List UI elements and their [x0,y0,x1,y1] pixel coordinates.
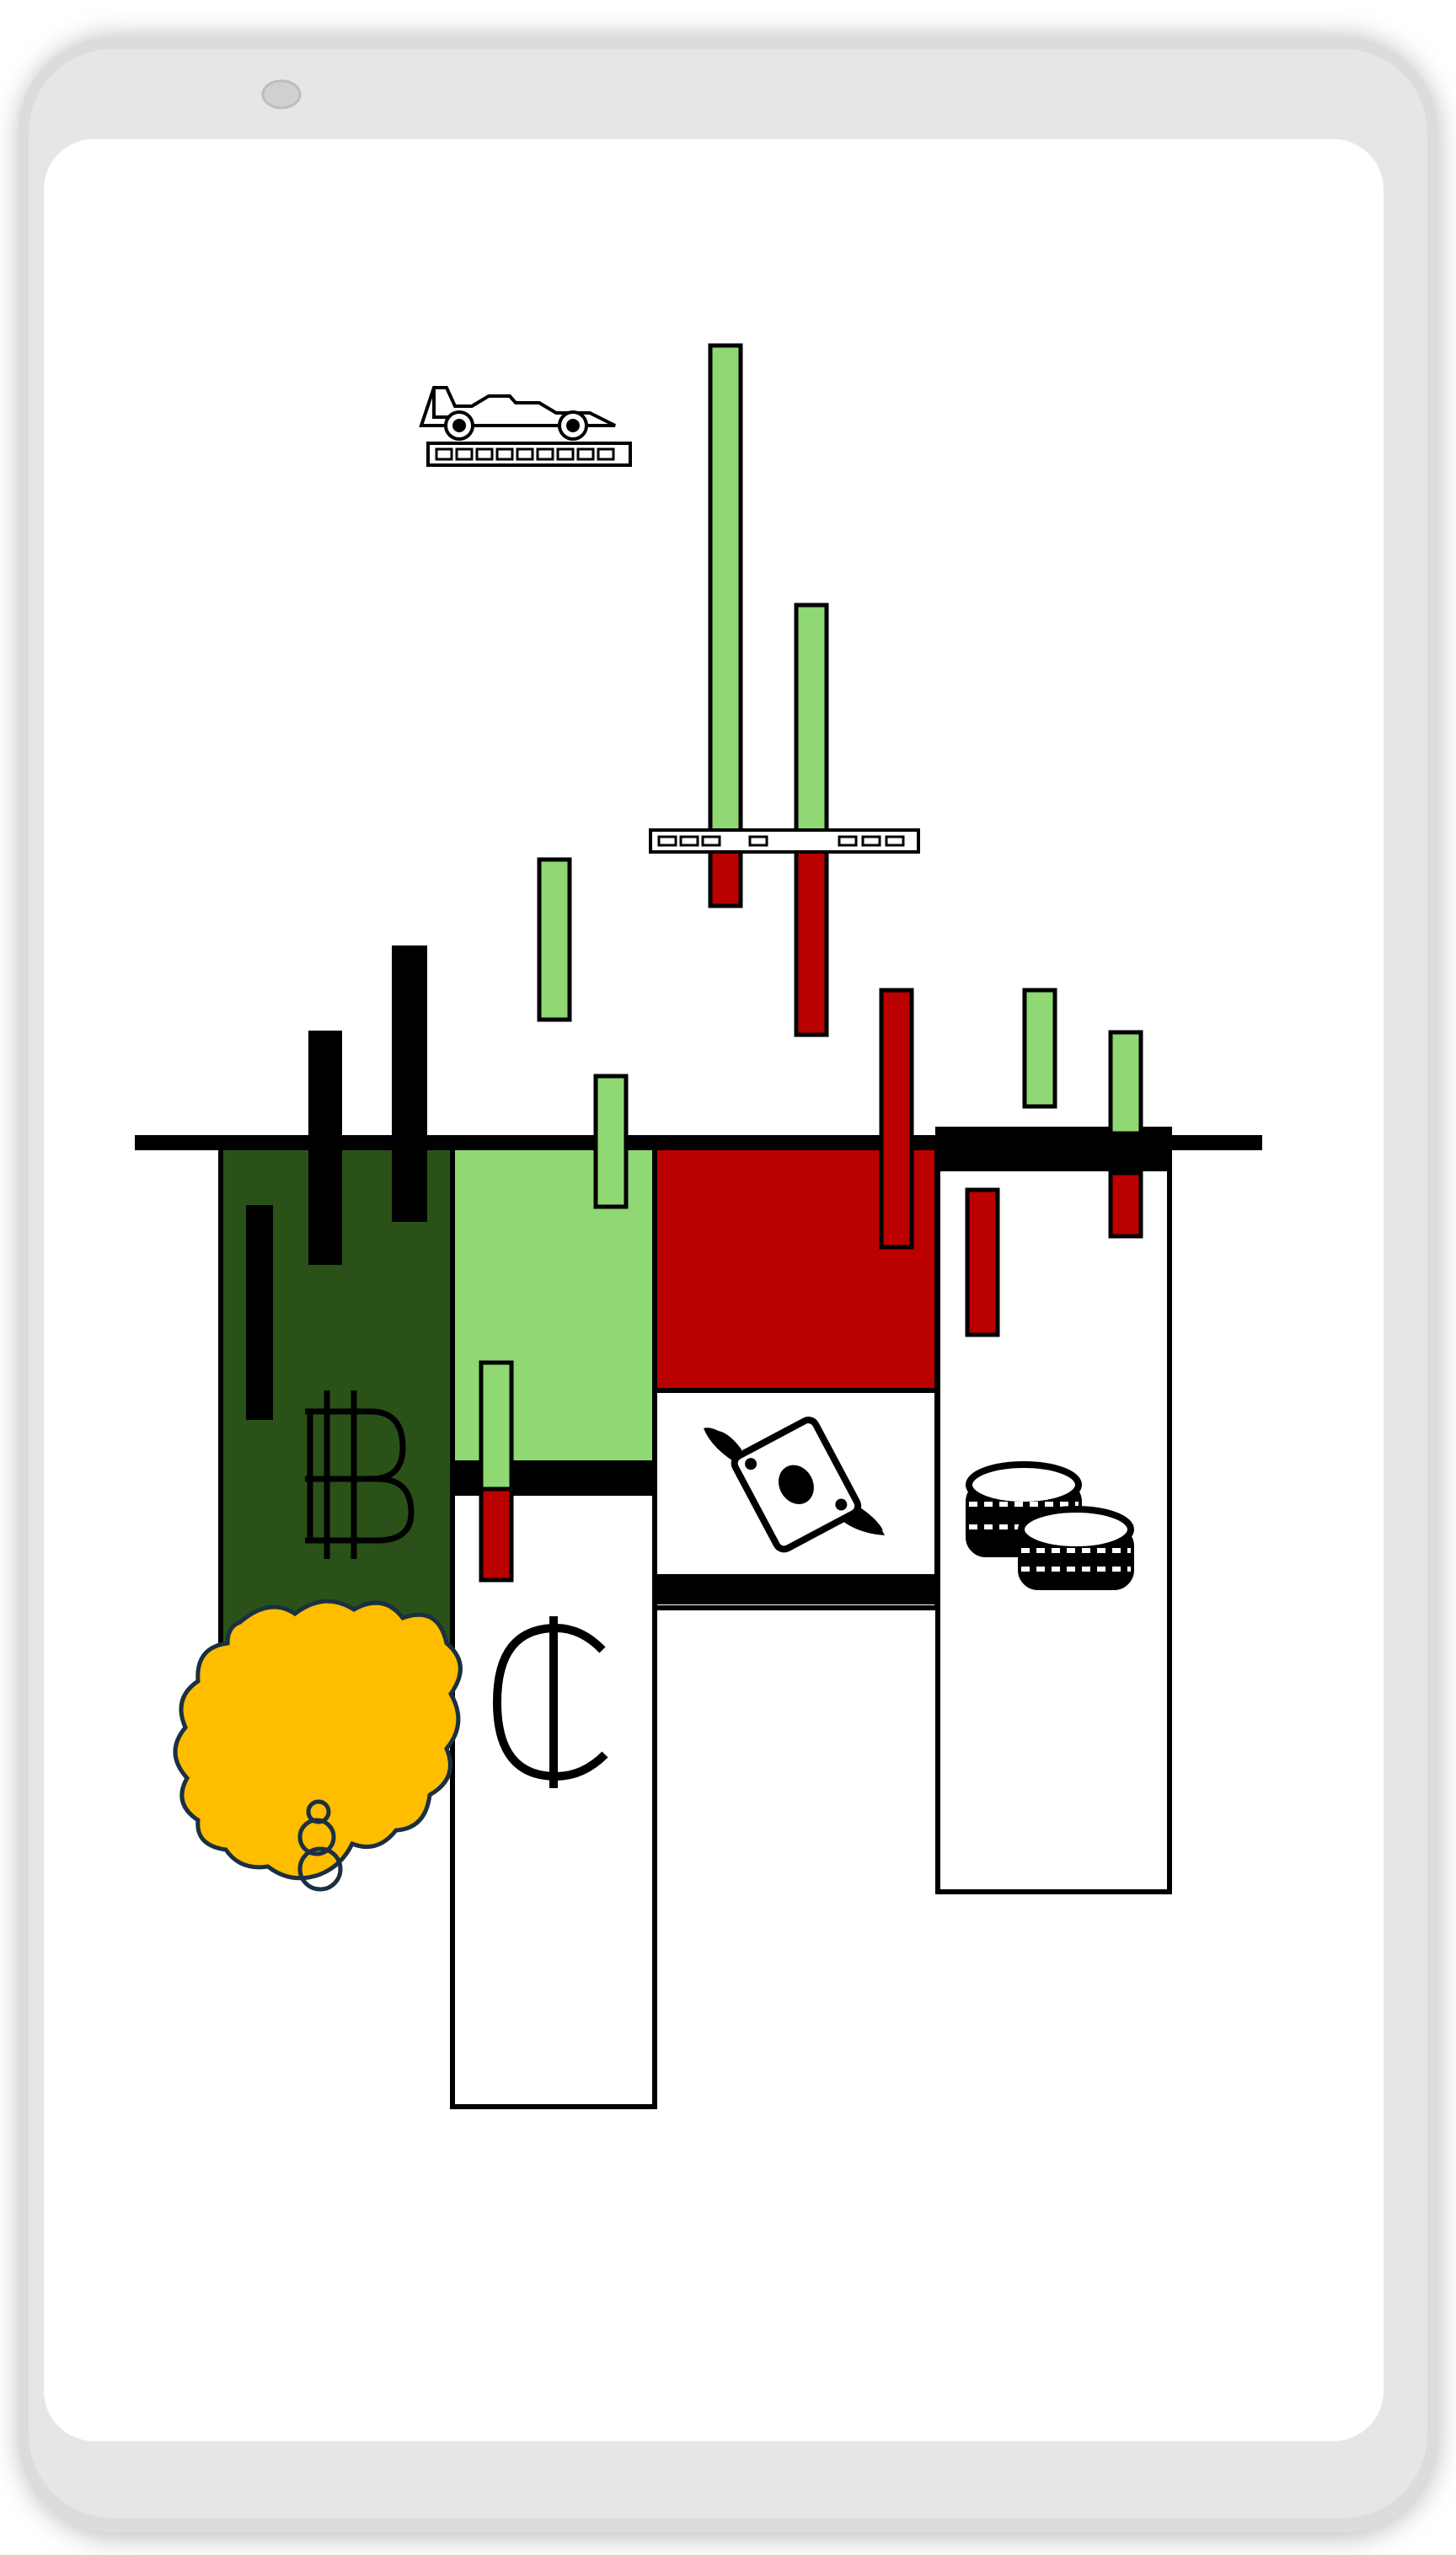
flying-money-icon [704,1417,885,1553]
race-car-icon [419,386,632,467]
baseline [135,1135,1262,1150]
camera-dot [261,79,302,110]
brain-icon [297,1799,343,1892]
black-candle-2 [308,1031,342,1265]
track-rail [649,828,920,854]
red-candle-6 [479,1486,514,1583]
red-candle-2 [794,832,829,1037]
green-candle-5 [1022,988,1057,1109]
bitcoin-icon [305,1390,415,1559]
black-candle-1 [246,1205,273,1420]
red-candle-3 [879,988,914,1250]
red-candle-4 [965,1187,1000,1337]
green-candle-1 [537,857,572,1022]
green-candle-6 [1108,1030,1143,1136]
green-candle-3 [708,343,743,854]
green-candle-2 [593,1074,629,1209]
thought-cloud-icon [173,1599,463,1892]
flying-money-block-base [655,1574,937,1604]
black-candle-3 [392,945,427,1222]
coins-stack-icon [966,1461,1134,1590]
green-candle-4 [794,603,829,854]
red-candle-5 [1108,1170,1143,1239]
green-candle-7 [479,1360,514,1492]
cedi-icon [492,1616,608,1788]
